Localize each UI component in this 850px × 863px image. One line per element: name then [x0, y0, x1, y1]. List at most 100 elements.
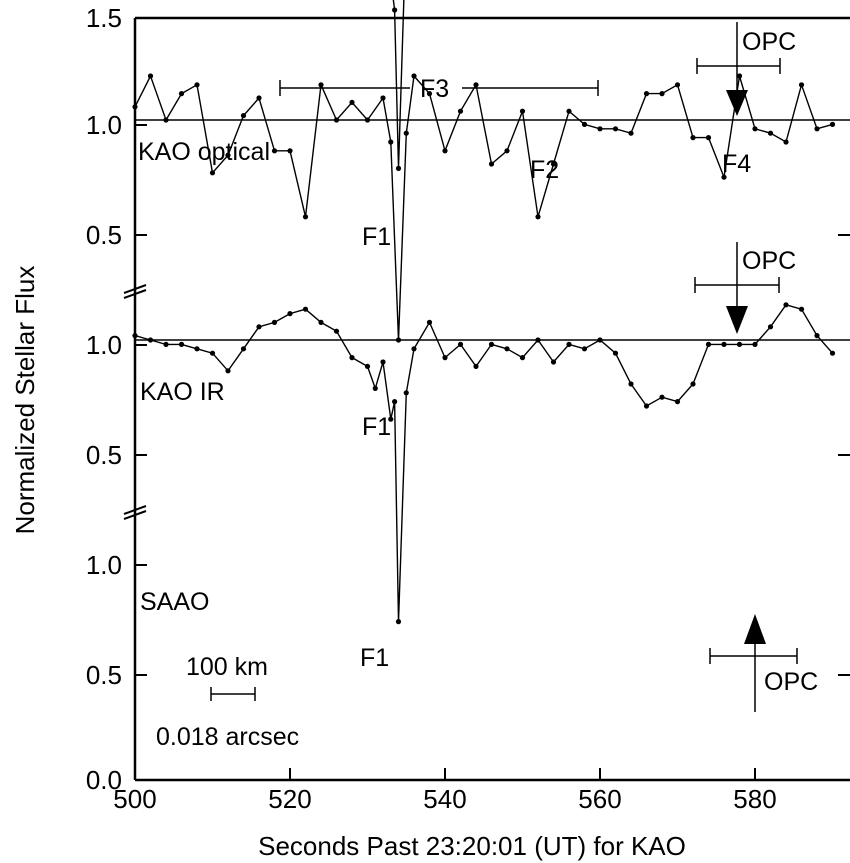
data-point [721, 174, 727, 180]
data-point [674, 399, 681, 405]
data-point [349, 99, 355, 105]
panel-label-kao-optical: KAO optical [138, 138, 270, 166]
data-point [318, 319, 324, 325]
feature-label-f1-saao: F1 [360, 644, 389, 672]
data-point [550, 161, 557, 167]
data-point [535, 337, 541, 343]
data-point [364, 363, 371, 369]
series-group [132, 73, 850, 343]
opc-marker-top [696, 22, 781, 116]
data-point [271, 319, 278, 325]
data-point [372, 385, 378, 391]
y-tick-label: 1.0 [86, 110, 122, 140]
data-point [736, 341, 743, 347]
series-line [134, 74, 833, 341]
data-point [457, 108, 464, 114]
data-point [705, 135, 712, 141]
data-point [392, 399, 398, 405]
scale-label-arcsec: 0.018 arcsec [156, 723, 299, 751]
data-point [225, 368, 231, 374]
data-point [643, 91, 650, 97]
data-point [395, 619, 402, 625]
data-point [814, 333, 820, 339]
data-point [287, 148, 293, 154]
series-group [392, 0, 405, 171]
x-tick-label: 500 [113, 784, 156, 814]
feature-label-f2: F2 [530, 156, 559, 184]
data-point [581, 346, 588, 352]
opc-label-top: OPC [742, 28, 796, 56]
data-point [752, 341, 758, 347]
data-point [814, 126, 820, 132]
data-point [349, 355, 355, 361]
x-tick-label: 540 [423, 784, 466, 814]
y-tick-label: 1.0 [86, 550, 122, 580]
data-point [380, 95, 386, 101]
data-point [597, 337, 603, 343]
data-point [690, 135, 696, 141]
data-point [767, 130, 774, 136]
data-point [798, 306, 805, 312]
data-point [426, 319, 433, 325]
data-point [442, 355, 448, 361]
axis-break-lower [123, 505, 147, 520]
data-point [690, 381, 696, 387]
data-point [163, 117, 169, 123]
data-point [209, 350, 216, 356]
data-point [643, 403, 650, 409]
data-point [519, 108, 526, 114]
y-tick-label: 1.0 [86, 330, 122, 360]
data-point [318, 82, 324, 88]
data-point [473, 363, 479, 369]
arrow-down-icon [726, 306, 748, 334]
data-point [147, 337, 154, 343]
data-point [504, 346, 510, 352]
data-point [457, 341, 464, 347]
data-point [519, 355, 526, 361]
data-point [147, 73, 154, 79]
data-point [488, 161, 495, 167]
feature-label-f1: F1 [362, 223, 391, 251]
data-point [240, 346, 247, 352]
feature-label-f4: F4 [722, 150, 751, 178]
data-point [271, 148, 278, 154]
data-point [163, 341, 169, 347]
data-point [752, 126, 758, 132]
data-point [411, 73, 417, 79]
series-layer [132, 0, 850, 625]
data-point [333, 328, 340, 334]
f3-interval-bar [279, 80, 599, 96]
opc-label-bottom: OPC [764, 668, 818, 696]
x-tick-label: 560 [578, 784, 621, 814]
y-tick-label: 0.5 [86, 660, 122, 690]
feature-label-f3: F3 [420, 75, 449, 103]
data-point [721, 341, 727, 347]
opc-marker-bottom [709, 614, 798, 712]
data-point [783, 302, 789, 308]
data-point [597, 126, 603, 132]
data-point [504, 148, 510, 154]
axis-break-upper [123, 284, 147, 299]
data-point [829, 121, 836, 127]
data-point [333, 117, 340, 123]
data-point [380, 359, 386, 365]
arrow-up-icon [744, 614, 766, 644]
data-point [612, 350, 619, 356]
y-tick-label: 0.5 [86, 220, 122, 250]
x-axis-title: Seconds Past 23:20:01 (UT) for KAO [258, 831, 686, 861]
data-point [364, 117, 371, 123]
data-point [829, 350, 836, 356]
data-point [674, 82, 681, 88]
data-point [550, 359, 557, 365]
data-point [209, 170, 216, 176]
opc-marker-middle [694, 242, 780, 334]
data-point [178, 341, 185, 347]
data-point [395, 165, 402, 171]
x-tick-label: 580 [733, 784, 776, 814]
data-point [566, 108, 572, 114]
data-point [388, 139, 394, 145]
data-point [287, 311, 293, 317]
data-point [566, 341, 572, 347]
data-point [256, 324, 262, 330]
